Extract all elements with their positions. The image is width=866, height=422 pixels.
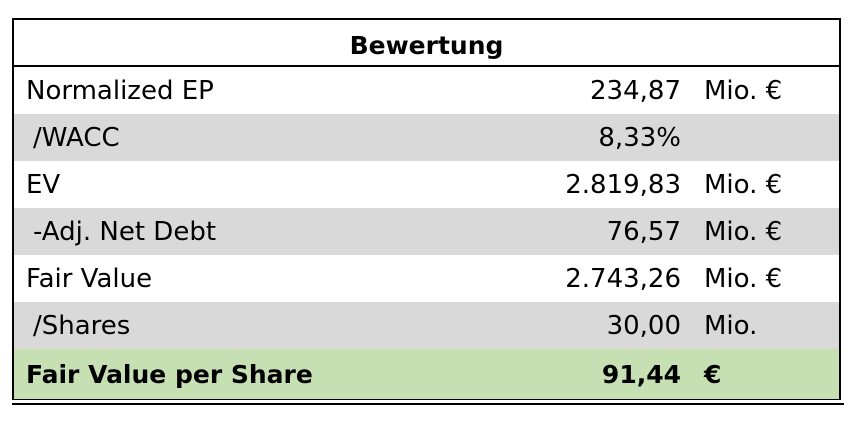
total-label: Fair Value per Share	[26, 359, 313, 389]
row-label: /Shares	[33, 310, 131, 341]
row-value: 234,87	[590, 75, 681, 106]
row-value: 2.743,26	[565, 263, 681, 294]
row-unit: Mio. €	[704, 169, 783, 200]
double-underline	[12, 403, 844, 405]
table-row-shares: /Shares 30,00 Mio.	[14, 302, 839, 349]
row-label: /WACC	[33, 122, 120, 153]
table-row-ev: EV 2.819,83 Mio. €	[14, 161, 839, 208]
row-label: Normalized EP	[26, 75, 214, 106]
total-value: 91,44	[601, 359, 681, 389]
row-value: 76,57	[606, 216, 681, 247]
row-value: 30,00	[606, 310, 681, 341]
table-row-normalized-ep: Normalized EP 234,87 Mio. €	[14, 67, 839, 114]
row-label: -Adj. Net Debt	[33, 216, 217, 247]
valuation-table: Bewertung Normalized EP 234,87 Mio. € /W…	[12, 18, 841, 400]
table-row-fair-value: Fair Value 2.743,26 Mio. €	[14, 255, 839, 302]
row-unit: Mio. €	[704, 216, 783, 247]
row-unit: Mio. €	[704, 263, 783, 294]
row-label: EV	[26, 169, 61, 200]
table-row-net-debt: -Adj. Net Debt 76,57 Mio. €	[14, 208, 839, 255]
table-header: Bewertung	[14, 20, 839, 67]
row-unit: Mio. €	[704, 75, 783, 106]
row-value: 8,33%	[598, 122, 681, 153]
row-value: 2.819,83	[565, 169, 681, 200]
total-unit: €	[704, 359, 722, 389]
table-title: Bewertung	[349, 31, 504, 60]
table-row-fair-value-per-share: Fair Value per Share 91,44 €	[14, 349, 839, 399]
table-row-wacc: /WACC 8,33%	[14, 114, 839, 161]
row-unit: Mio.	[704, 310, 758, 341]
row-label: Fair Value	[26, 263, 153, 294]
